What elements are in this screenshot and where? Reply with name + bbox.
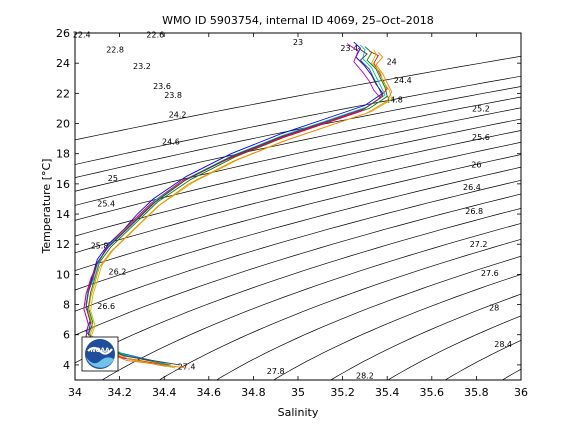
x-tick-label: 36	[514, 386, 528, 399]
y-tick-label: 4	[63, 359, 70, 372]
noaa-logo: NOAA	[81, 336, 119, 372]
contour-label-1: 22.6	[146, 31, 164, 40]
density-contour-14	[158, 238, 521, 380]
y-tick-label: 22	[56, 87, 70, 100]
density-contours	[75, 55, 521, 380]
contour-label-15: 26	[471, 160, 481, 169]
x-tick-label: 34.6	[197, 386, 222, 399]
density-contour-13	[101, 223, 521, 380]
x-tick-label: 35.6	[420, 386, 445, 399]
x-tick-label: 34.4	[152, 386, 177, 399]
contour-label-19: 25.8	[91, 242, 109, 251]
y-axis-label: Temperature [°C]	[40, 159, 53, 255]
density-contour-9	[75, 166, 521, 291]
contour-label-18: 25.4	[97, 200, 115, 209]
y-axis-ticks: 4 6 8 10 12 14 16 18 20 22 24 26	[56, 27, 521, 372]
y-tick-label: 20	[56, 118, 70, 131]
x-tick-label: 35	[291, 386, 305, 399]
contour-label-29: 28.2	[356, 372, 374, 381]
contour-label-12: 24.2	[169, 111, 187, 120]
x-axis-ticks: 34 34.2 34.4 34.6 34.8 35 35.2 35.4 35.6 35.8 36	[68, 33, 528, 399]
density-contour-18	[387, 315, 521, 380]
contour-label-2: 23	[293, 38, 303, 47]
contour-label-27: 27.4	[178, 362, 196, 371]
profile-line-4	[83, 43, 382, 367]
density-contour-1	[75, 75, 521, 165]
y-tick-label: 12	[56, 238, 70, 251]
noaa-logo-text: NOAA	[90, 347, 110, 354]
density-contour-labels: 22.4 22.6 23 22.8 23.4 23.2 24 23.6 24.4 23.8 24.8…	[73, 31, 512, 381]
x-tick-label: 35.2	[330, 386, 355, 399]
contour-label-23: 27.6	[481, 269, 499, 278]
contour-label-26: 28.4	[494, 340, 512, 349]
y-tick-label: 18	[56, 148, 70, 161]
contour-label-21: 26.2	[108, 267, 126, 276]
density-contour-15	[215, 255, 521, 380]
density-contour-6	[75, 130, 521, 237]
contour-label-25: 28	[489, 304, 499, 313]
profile-series	[83, 41, 393, 369]
density-contour-11	[75, 193, 521, 336]
contour-label-8: 24.4	[394, 76, 412, 85]
y-tick-label: 24	[56, 57, 70, 70]
x-axis-label: Salinity	[278, 406, 319, 419]
contour-label-10: 24.8	[385, 95, 403, 104]
y-tick-label: 26	[56, 27, 70, 40]
profile-line-1	[87, 46, 388, 366]
contour-label-14: 24.6	[162, 138, 180, 147]
contour-label-3: 22.8	[106, 46, 124, 55]
density-contour-16	[272, 274, 521, 380]
contour-label-9: 23.8	[164, 91, 182, 100]
y-tick-label: 10	[56, 268, 70, 281]
x-tick-label: 34	[68, 386, 82, 399]
contour-label-6: 24	[387, 58, 397, 67]
contour-label-5: 23.2	[133, 62, 151, 71]
density-contour-5	[75, 118, 521, 221]
chart-title: WMO ID 5903754, internal ID 4069, 25–Oct…	[162, 14, 434, 27]
profile-line-7	[87, 52, 393, 369]
x-tick-label: 34.8	[241, 386, 266, 399]
x-tick-label: 34.2	[107, 386, 132, 399]
contour-label-13: 25.6	[472, 133, 490, 142]
contour-label-17: 26.4	[463, 183, 481, 192]
x-tick-label: 35.4	[375, 386, 400, 399]
contour-label-0: 22.4	[73, 31, 91, 40]
contour-label-11: 25.2	[472, 105, 490, 114]
density-contour-12	[75, 207, 521, 364]
contour-label-24: 26.6	[97, 302, 115, 311]
y-tick-label: 14	[56, 208, 70, 221]
contour-label-4: 23.4	[340, 44, 358, 53]
density-contour-17	[330, 293, 521, 380]
contour-label-22: 27.2	[470, 240, 488, 249]
contour-label-7: 23.6	[153, 82, 171, 91]
profile-line-6	[85, 47, 384, 366]
x-tick-label: 35.8	[464, 386, 489, 399]
density-contour-0	[75, 55, 521, 141]
density-contour-10	[75, 179, 521, 312]
contour-label-16: 25	[108, 174, 118, 183]
y-tick-label: 6	[63, 329, 70, 342]
y-tick-label: 8	[63, 299, 70, 312]
density-contour-7	[75, 141, 521, 254]
contour-label-20: 26.8	[465, 207, 483, 216]
density-contour-8	[75, 154, 521, 272]
contour-label-28: 27.8	[267, 367, 285, 376]
y-tick-label: 16	[56, 178, 70, 191]
